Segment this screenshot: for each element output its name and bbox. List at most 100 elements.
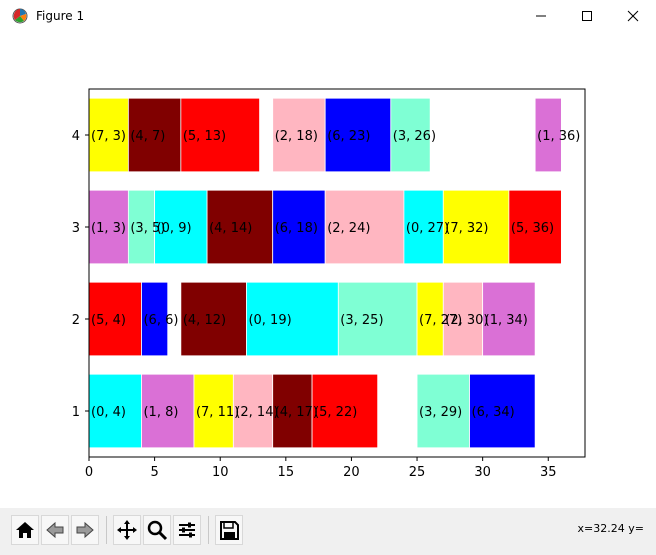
save-button[interactable] bbox=[215, 515, 243, 545]
minimize-icon bbox=[536, 15, 546, 16]
forward-button[interactable] bbox=[71, 515, 99, 545]
cursor-coordinates: x=32.24 y= bbox=[577, 522, 644, 535]
bar-label: (4, 12) bbox=[183, 313, 226, 328]
bar-label: (2, 14) bbox=[235, 405, 278, 420]
bar-label: (7, 11) bbox=[196, 405, 239, 420]
maximize-button[interactable] bbox=[564, 0, 610, 31]
title-bar: Figure 1 bbox=[0, 0, 656, 31]
bar-segment bbox=[416, 373, 470, 449]
y-tick-label: 1 bbox=[72, 405, 80, 420]
navigation-toolbar: x=32.24 y= bbox=[0, 508, 656, 555]
bar-label: (1, 3) bbox=[91, 221, 126, 236]
bar-label: (3, 29) bbox=[419, 405, 462, 420]
x-tick-label: 35 bbox=[540, 465, 557, 480]
bar-segment bbox=[88, 281, 142, 357]
bar-label: (2, 30) bbox=[445, 313, 488, 328]
bar-label: (0, 19) bbox=[248, 313, 291, 328]
bar-label: (3, 26) bbox=[393, 129, 436, 144]
x-tick-label: 20 bbox=[343, 465, 360, 480]
bar-label: (6, 23) bbox=[327, 129, 370, 144]
configure-subplots-button[interactable] bbox=[173, 515, 201, 545]
back-button[interactable] bbox=[41, 515, 69, 545]
y-tick-label: 2 bbox=[72, 313, 80, 328]
back-icon bbox=[46, 521, 64, 539]
x-tick-label: 10 bbox=[212, 465, 229, 480]
close-icon bbox=[627, 10, 639, 21]
bar-label: (7, 3) bbox=[91, 129, 126, 144]
bar-segment bbox=[311, 373, 379, 449]
bar-segment bbox=[88, 189, 129, 265]
bar-label: (4, 14) bbox=[209, 221, 252, 236]
bar-label: (3, 5) bbox=[130, 221, 165, 236]
bar-segment bbox=[403, 189, 444, 265]
save-icon bbox=[220, 521, 239, 540]
bar-label: (1, 34) bbox=[485, 313, 528, 328]
bar-label: (2, 18) bbox=[275, 129, 318, 144]
bar-label: (6, 18) bbox=[275, 221, 318, 236]
bar-label: (3, 25) bbox=[340, 313, 383, 328]
bar-label: (6, 34) bbox=[472, 405, 515, 420]
bar-label: (1, 8) bbox=[143, 405, 178, 420]
bar-label: (6, 6) bbox=[143, 313, 178, 328]
y-tick-label: 3 bbox=[72, 221, 80, 236]
bar-segment bbox=[88, 97, 129, 173]
broken-bar-chart[interactable]: (0, 4) (1, 8) (7, 11)(2, 14)(4, 17)(5, 22)… bbox=[0, 31, 656, 508]
bar-segment bbox=[272, 373, 313, 449]
minimize-button[interactable] bbox=[518, 0, 564, 31]
zoom-icon bbox=[147, 520, 168, 541]
bar-label: (2, 24) bbox=[327, 221, 370, 236]
bar-segment bbox=[232, 373, 274, 449]
bar-segment bbox=[180, 281, 247, 357]
bar-label: (5, 36) bbox=[511, 221, 554, 236]
bar-segment bbox=[246, 281, 339, 357]
x-tick-label: 15 bbox=[278, 465, 295, 480]
bar-label: (0, 27) bbox=[406, 221, 449, 236]
bar-segment bbox=[482, 281, 536, 357]
maximize-icon bbox=[582, 10, 592, 21]
bar-segment bbox=[469, 373, 536, 449]
x-tick-label: 30 bbox=[474, 465, 491, 480]
bar-segment bbox=[324, 97, 392, 173]
bar-label: (5, 4) bbox=[91, 313, 126, 328]
pan-button[interactable] bbox=[113, 515, 141, 545]
bar-segment bbox=[141, 281, 169, 357]
bar-segment bbox=[272, 97, 326, 173]
bar-label: (0, 9) bbox=[157, 221, 192, 236]
axes-frame bbox=[88, 88, 586, 458]
x-tick-label: 5 bbox=[150, 465, 158, 480]
x-tick-label: 0 bbox=[85, 465, 93, 480]
toolbar-separator bbox=[106, 516, 107, 544]
bar-label: (7, 32) bbox=[445, 221, 488, 236]
bar-label: (4, 17) bbox=[275, 405, 318, 420]
bar-label: (0, 4) bbox=[91, 405, 126, 420]
bar-segment bbox=[390, 97, 431, 173]
bar-segment bbox=[442, 189, 510, 265]
bar-label: (1, 36) bbox=[537, 129, 580, 144]
x-tick-label: 25 bbox=[409, 465, 426, 480]
bar-segment bbox=[180, 97, 260, 173]
close-button[interactable] bbox=[610, 0, 656, 31]
bar-segment bbox=[272, 189, 326, 265]
home-button[interactable] bbox=[11, 515, 39, 545]
bar-segment bbox=[337, 281, 418, 357]
forward-icon bbox=[76, 521, 94, 539]
figure-canvas[interactable]: (0, 4) (1, 8) (7, 11) (2, 14) (4, 17) (5, 22)… bbox=[0, 31, 656, 508]
bar-label: (4, 7) bbox=[130, 129, 165, 144]
matplotlib-logo-icon bbox=[12, 8, 28, 23]
y-tick-label: 4 bbox=[72, 129, 80, 144]
bar-segment bbox=[127, 97, 182, 173]
window-title: Figure 1 bbox=[36, 8, 85, 23]
bar-label: (5, 22) bbox=[314, 405, 357, 420]
bar-segment bbox=[127, 189, 156, 265]
bar-segment bbox=[508, 189, 562, 265]
toolbar-separator bbox=[208, 516, 209, 544]
home-icon bbox=[16, 522, 34, 538]
zoom-button[interactable] bbox=[143, 515, 171, 545]
bar-segment bbox=[88, 373, 142, 449]
bar-label: (7, 27) bbox=[419, 313, 462, 328]
bar-segment bbox=[416, 281, 444, 357]
configure-subplots-icon bbox=[179, 522, 195, 538]
pan-icon bbox=[117, 520, 137, 540]
bar-label: (5, 13) bbox=[183, 129, 226, 144]
